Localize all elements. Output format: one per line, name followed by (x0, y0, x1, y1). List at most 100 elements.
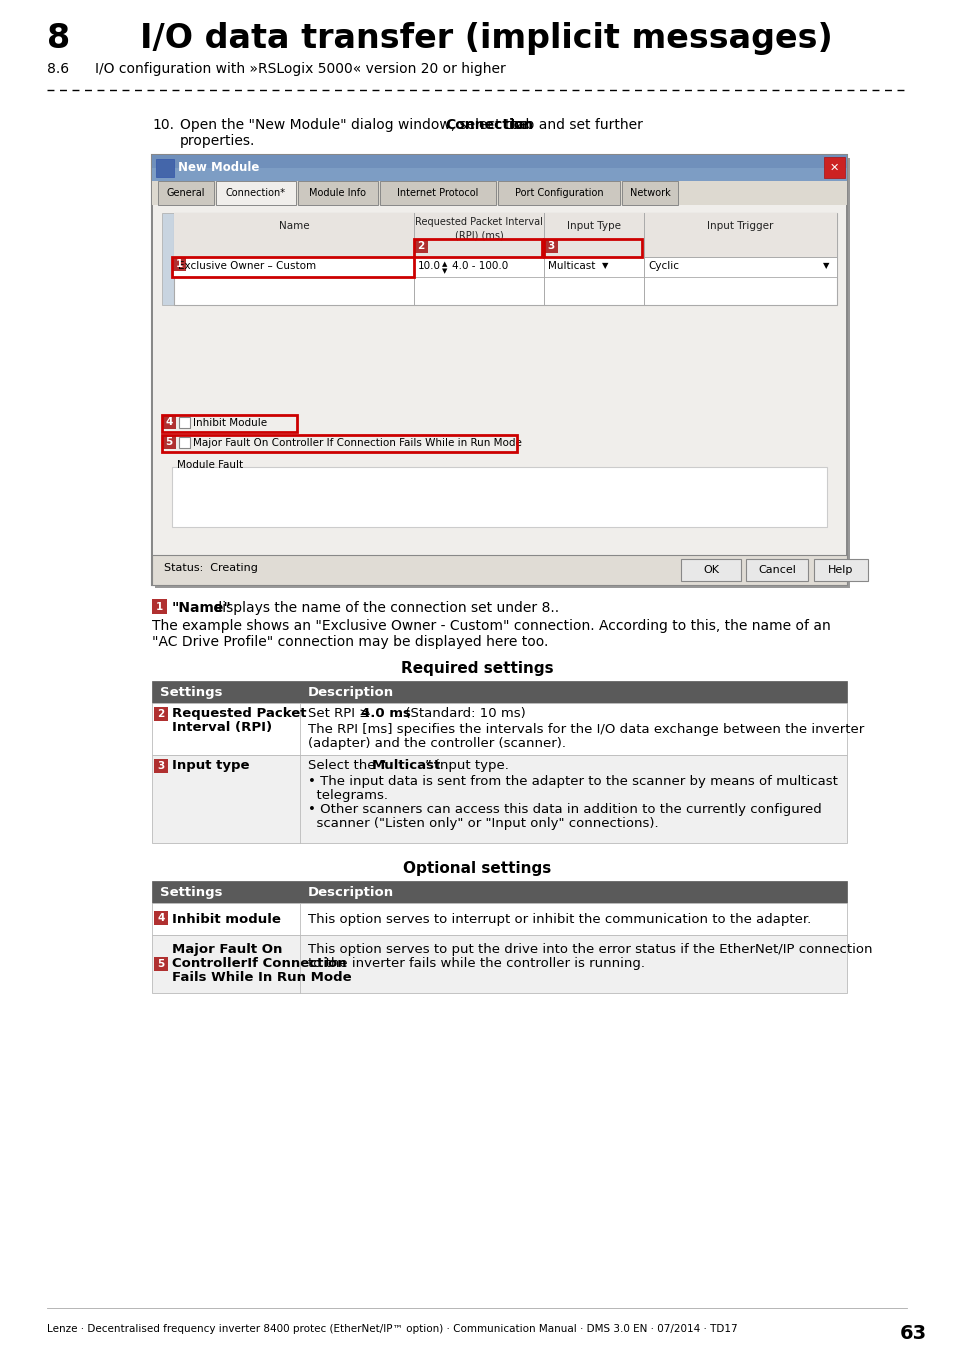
Text: 3: 3 (157, 761, 165, 771)
Text: This option serves to interrupt or inhibit the communication to the adapter.: This option serves to interrupt or inhib… (308, 913, 810, 926)
Text: 1: 1 (155, 602, 163, 612)
Text: Major Fault On: Major Fault On (172, 944, 282, 956)
Text: telegrams.: telegrams. (308, 788, 388, 802)
Text: Description: Description (308, 886, 394, 899)
Text: 1: 1 (175, 259, 182, 269)
Text: Settings: Settings (160, 886, 222, 899)
FancyBboxPatch shape (173, 213, 836, 256)
FancyBboxPatch shape (158, 181, 213, 205)
FancyBboxPatch shape (162, 414, 175, 429)
Text: Optional settings: Optional settings (402, 861, 551, 876)
Text: 4: 4 (157, 913, 165, 923)
Text: 10.: 10. (152, 117, 173, 132)
FancyBboxPatch shape (152, 680, 846, 703)
Text: ▼: ▼ (601, 261, 608, 270)
FancyBboxPatch shape (813, 559, 867, 580)
FancyBboxPatch shape (153, 707, 168, 721)
Text: scanner ("Listen only" or "Input only" connections).: scanner ("Listen only" or "Input only" c… (308, 817, 658, 830)
Text: displays the name of the connection set under 8..: displays the name of the connection set … (209, 601, 558, 616)
FancyBboxPatch shape (414, 239, 428, 252)
FancyBboxPatch shape (152, 936, 846, 994)
FancyBboxPatch shape (152, 155, 846, 585)
FancyBboxPatch shape (152, 167, 846, 181)
FancyBboxPatch shape (543, 239, 558, 252)
Text: 63: 63 (899, 1324, 926, 1343)
Text: ControllerIf Connection: ControllerIf Connection (172, 957, 346, 971)
Text: Input Type: Input Type (566, 221, 620, 231)
Text: 4: 4 (165, 417, 172, 427)
Text: "AC Drive Profile" connection may be displayed here too.: "AC Drive Profile" connection may be dis… (152, 634, 548, 649)
Text: Cyclic: Cyclic (647, 261, 679, 271)
Text: 4.0 - 100.0: 4.0 - 100.0 (452, 261, 508, 271)
Text: 2: 2 (157, 709, 165, 720)
FancyBboxPatch shape (621, 181, 678, 205)
Text: Set RPI ≥: Set RPI ≥ (308, 707, 375, 720)
Text: Select the “: Select the “ (308, 759, 386, 772)
FancyBboxPatch shape (297, 181, 377, 205)
Text: Input type: Input type (172, 759, 250, 772)
FancyBboxPatch shape (152, 155, 846, 181)
Text: Multicast: Multicast (547, 261, 595, 271)
Text: Lenze · Decentralised frequency inverter 8400 protec (EtherNet/IP™ option) · Com: Lenze · Decentralised frequency inverter… (47, 1324, 737, 1334)
Text: Help: Help (827, 566, 853, 575)
Text: Input Trigger: Input Trigger (706, 221, 773, 231)
FancyBboxPatch shape (379, 181, 496, 205)
Text: 4.0 ms: 4.0 ms (361, 707, 411, 720)
Text: ” input type.: ” input type. (425, 759, 509, 772)
Text: Connection: Connection (444, 117, 533, 132)
FancyBboxPatch shape (154, 158, 849, 589)
FancyBboxPatch shape (215, 181, 295, 205)
FancyBboxPatch shape (153, 911, 168, 925)
Text: Inhibit Module: Inhibit Module (193, 418, 267, 428)
Text: OK: OK (702, 566, 719, 575)
FancyBboxPatch shape (152, 599, 167, 614)
FancyBboxPatch shape (152, 755, 846, 842)
Text: I/O configuration with »RSLogix 5000« version 20 or higher: I/O configuration with »RSLogix 5000« ve… (95, 62, 505, 76)
Text: Internet Protocol: Internet Protocol (396, 188, 478, 198)
FancyBboxPatch shape (172, 256, 186, 271)
FancyBboxPatch shape (179, 437, 190, 448)
Text: Network: Network (629, 188, 670, 198)
Text: Settings: Settings (160, 686, 222, 699)
FancyBboxPatch shape (173, 256, 836, 277)
Text: 5: 5 (157, 958, 165, 969)
Text: Status:  Creating: Status: Creating (164, 563, 257, 572)
FancyBboxPatch shape (172, 467, 826, 526)
Text: properties.: properties. (180, 134, 255, 148)
Text: Open the "New Module" dialog window, select the: Open the "New Module" dialog window, sel… (180, 117, 532, 132)
Text: The RPI [ms] specifies the intervals for the I/O data exchange between the inver: The RPI [ms] specifies the intervals for… (308, 724, 863, 736)
FancyBboxPatch shape (680, 559, 740, 580)
Text: Required settings: Required settings (400, 662, 553, 676)
Text: to the inverter fails while the controller is running.: to the inverter fails while the controll… (308, 957, 644, 971)
Text: Requested Packet Interval
(RPI) (ms): Requested Packet Interval (RPI) (ms) (415, 217, 542, 240)
Text: • Other scanners can access this data in addition to the currently configured: • Other scanners can access this data in… (308, 803, 821, 815)
Text: Cancel: Cancel (758, 566, 795, 575)
Text: • The input data is sent from the adapter to the scanner by means of multicast: • The input data is sent from the adapte… (308, 775, 837, 788)
Text: 10.0: 10.0 (417, 261, 440, 271)
Text: ▲
▼: ▲ ▼ (441, 261, 447, 274)
FancyBboxPatch shape (745, 559, 807, 580)
Text: I/O data transfer (implicit messages): I/O data transfer (implicit messages) (140, 22, 832, 55)
Text: Module Info: Module Info (309, 188, 366, 198)
FancyBboxPatch shape (153, 759, 168, 774)
FancyBboxPatch shape (173, 213, 836, 305)
Text: Port Configuration: Port Configuration (515, 188, 602, 198)
FancyBboxPatch shape (152, 555, 846, 585)
FancyBboxPatch shape (153, 957, 168, 971)
Text: Name: Name (278, 221, 309, 231)
Text: Multicast: Multicast (372, 759, 441, 772)
FancyBboxPatch shape (152, 903, 846, 936)
Text: . (Standard: 10 ms): . (Standard: 10 ms) (396, 707, 525, 720)
Text: tab and set further: tab and set further (506, 117, 642, 132)
Text: Interval (RPI): Interval (RPI) (172, 721, 272, 734)
Text: Module Fault: Module Fault (177, 460, 243, 470)
Text: 8: 8 (47, 22, 71, 55)
FancyBboxPatch shape (823, 157, 844, 178)
Text: (adapter) and the controller (scanner).: (adapter) and the controller (scanner). (308, 737, 565, 751)
Text: Description: Description (308, 686, 394, 699)
FancyBboxPatch shape (497, 181, 619, 205)
FancyBboxPatch shape (152, 882, 846, 903)
FancyBboxPatch shape (179, 417, 190, 428)
FancyBboxPatch shape (156, 159, 173, 177)
Text: General: General (167, 188, 205, 198)
